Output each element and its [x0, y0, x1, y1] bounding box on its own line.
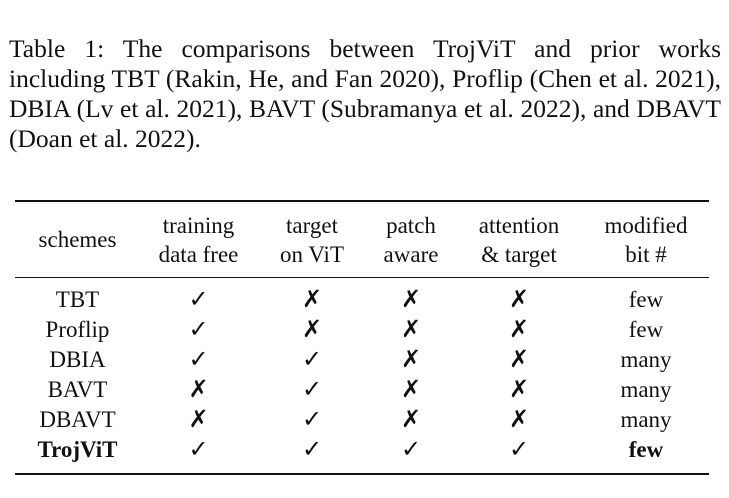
table-row: TrojViT ✓ ✓ ✓ ✓ few — [15, 434, 709, 464]
header-target-on-vit: target on ViT — [257, 211, 367, 269]
cross-mark-icon: ✗ — [508, 314, 530, 343]
cross-mark-icon: ✗ — [301, 284, 323, 313]
modified-bit-value: many — [620, 376, 672, 402]
modified-bit-value: few — [628, 316, 664, 342]
comparison-table: schemes training data free target on ViT patc… — [15, 200, 709, 475]
header-line: & target — [481, 241, 557, 267]
table-top-rule — [15, 200, 709, 202]
check-mark-icon: ✓ — [508, 434, 530, 463]
header-patch-aware: patch aware — [367, 211, 455, 269]
cross-mark-icon: ✗ — [301, 314, 323, 343]
cross-mark-icon: ✗ — [508, 374, 530, 403]
header-line: modified — [604, 212, 688, 238]
header-line: patch — [386, 212, 436, 238]
cross-mark-icon: ✗ — [188, 374, 209, 403]
table-body: TBT ✓ ✗ ✗ ✗ few Proflip ✓ ✗ ✗ ✗ few DBIA ✓ ✓ ✗ ✗ many BAVT… — [15, 284, 709, 464]
check-mark-icon: ✓ — [188, 284, 209, 313]
table-header-row: schemes training data free target on ViT patc… — [15, 202, 709, 277]
table-row: Proflip ✓ ✗ ✗ ✗ few — [15, 314, 709, 344]
cross-mark-icon: ✗ — [188, 404, 209, 433]
cross-mark-icon: ✗ — [400, 344, 422, 373]
modified-bit-value: few — [628, 436, 664, 462]
check-mark-icon: ✓ — [301, 344, 323, 373]
table-row: BAVT ✗ ✓ ✗ ✗ many — [15, 374, 709, 404]
scheme-name: DBIA — [49, 346, 106, 372]
cross-mark-icon: ✗ — [400, 404, 422, 433]
check-mark-icon: ✓ — [188, 434, 209, 463]
cross-mark-icon: ✗ — [508, 404, 530, 433]
header-schemes: schemes — [15, 225, 140, 254]
table-row: TBT ✓ ✗ ✗ ✗ few — [15, 284, 709, 314]
header-line: attention — [478, 212, 560, 238]
scheme-name: DBAVT — [39, 406, 116, 432]
header-modified-bit: modified bit # — [583, 211, 709, 269]
scheme-name: TBT — [55, 286, 100, 312]
cross-mark-icon: ✗ — [508, 284, 530, 313]
cross-mark-icon: ✗ — [400, 314, 422, 343]
cross-mark-icon: ✗ — [508, 344, 530, 373]
header-line: target — [286, 212, 338, 238]
check-mark-icon: ✓ — [301, 374, 323, 403]
header-line: bit # — [625, 241, 667, 267]
header-training-data-free: training data free — [140, 211, 257, 269]
scheme-name: BAVT — [47, 376, 108, 402]
header-line: aware — [383, 241, 439, 267]
table-header-rule — [15, 277, 709, 278]
check-mark-icon: ✓ — [188, 314, 209, 343]
scheme-name: TrojViT — [37, 436, 118, 462]
header-line: on ViT — [279, 241, 344, 267]
table-row: DBAVT ✗ ✓ ✗ ✗ many — [15, 404, 709, 434]
header-line: training — [162, 212, 235, 238]
table-row: DBIA ✓ ✓ ✗ ✗ many — [15, 344, 709, 374]
check-mark-icon: ✓ — [188, 344, 209, 373]
scheme-name: Proflip — [45, 316, 110, 342]
cross-mark-icon: ✗ — [400, 374, 422, 403]
modified-bit-value: many — [620, 406, 672, 432]
table-bottom-rule — [15, 473, 709, 475]
table-caption: Table 1: The comparisons between TrojViT… — [9, 34, 721, 153]
header-line: data free — [158, 241, 239, 267]
check-mark-icon: ✓ — [301, 434, 323, 463]
modified-bit-value: many — [620, 346, 672, 372]
cross-mark-icon: ✗ — [400, 284, 422, 313]
check-mark-icon: ✓ — [301, 404, 323, 433]
modified-bit-value: few — [628, 286, 664, 312]
check-mark-icon: ✓ — [400, 434, 422, 463]
header-attention-target: attention & target — [455, 211, 583, 269]
header-line: schemes — [38, 227, 117, 252]
